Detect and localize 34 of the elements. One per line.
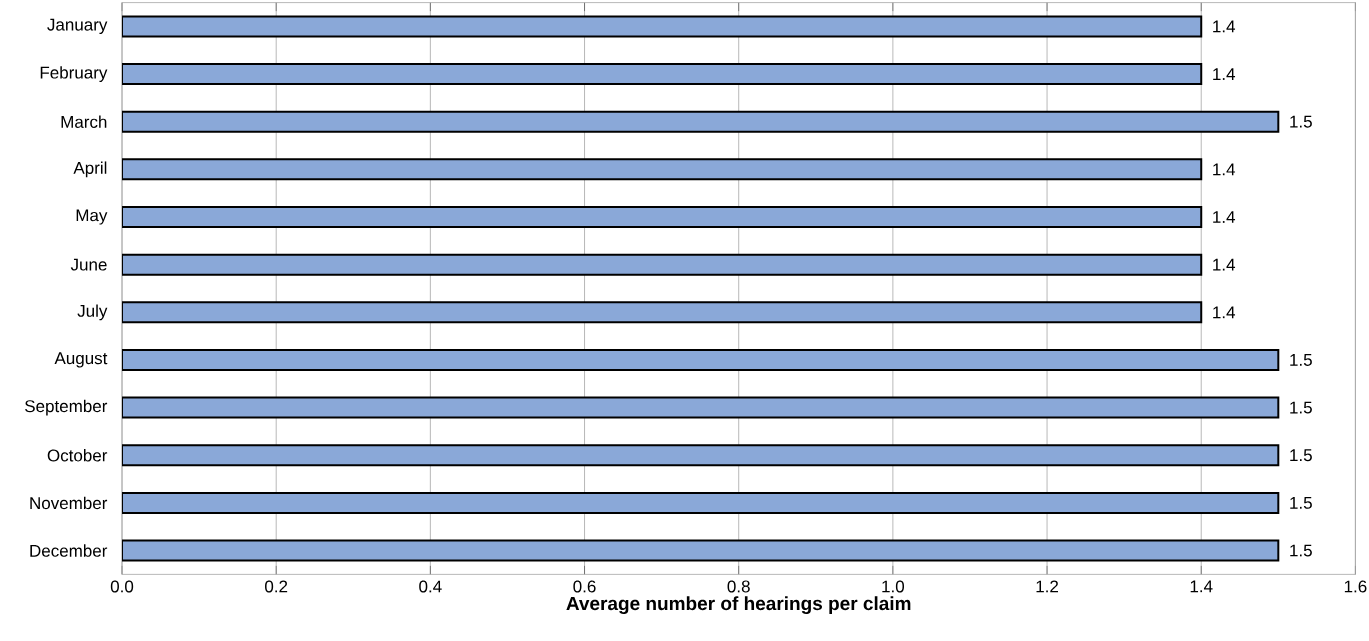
data-label: 1.4 (1213, 258, 1236, 271)
y-tick-label: October (47, 449, 108, 462)
data-label: 1.5 (1290, 544, 1312, 557)
y-tick-label: April (73, 161, 107, 178)
x-tick-label: 1.0 (882, 580, 905, 593)
y-tick-label: September (25, 399, 108, 416)
x-tick-label: 0.8 (727, 580, 750, 593)
y-tick-label: May (76, 209, 108, 225)
y-tick-label: January (47, 18, 108, 35)
y-tick-label: July (77, 304, 108, 321)
x-tick-label: 0.0 (110, 580, 134, 593)
x-tick-label: 0.6 (573, 580, 596, 593)
y-tick-label: December (30, 544, 108, 557)
x-tick-label: 1.4 (1190, 580, 1213, 593)
data-label: 1.5 (1290, 401, 1312, 414)
data-label: 1.5 (1290, 496, 1312, 509)
x-axis-title: Average number of hearings per claim (566, 596, 911, 615)
y-tick-label: November (30, 496, 108, 510)
x-tick-label: 1.6 (1344, 580, 1367, 593)
x-tick-label: 1.2 (1036, 580, 1059, 593)
data-label: 1.5 (1290, 115, 1312, 128)
y-tick-label: August (54, 352, 108, 368)
x-tick-label: 0.2 (265, 580, 288, 593)
data-label: 1.5 (1290, 449, 1312, 462)
data-label: 1.4 (1213, 20, 1236, 33)
y-tick-label: June (70, 258, 107, 271)
data-label: 1.4 (1213, 306, 1236, 319)
data-label: 1.4 (1213, 211, 1236, 223)
y-tick-label: February (40, 66, 108, 82)
data-label: 1.4 (1213, 163, 1236, 176)
data-label: 1.5 (1290, 354, 1312, 366)
x-tick-label: 0.4 (419, 580, 442, 593)
data-label: 1.4 (1213, 68, 1236, 80)
y-tick-label: March (61, 115, 107, 128)
